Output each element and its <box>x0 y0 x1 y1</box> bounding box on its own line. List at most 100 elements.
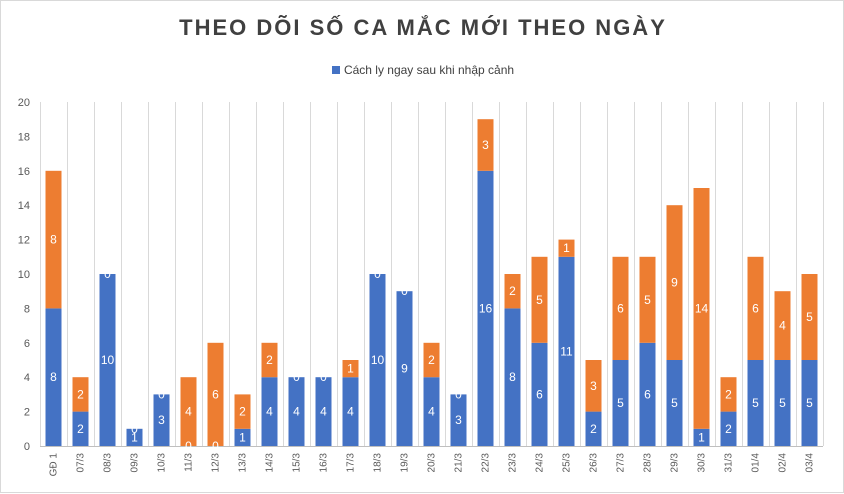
y-tick-label: 2 <box>24 407 30 419</box>
bar-segment-blue <box>126 428 143 446</box>
y-tick-label: 18 <box>18 131 30 143</box>
data-label: 5 <box>752 396 759 410</box>
bar-segment-orange <box>342 360 359 378</box>
data-label: 6 <box>752 301 759 315</box>
data-label: 2 <box>77 422 84 436</box>
bar-segment-orange <box>666 205 683 360</box>
data-label: 10 <box>101 353 115 367</box>
bar-segment-orange <box>234 394 251 429</box>
y-tick-label: 0 <box>24 441 30 453</box>
x-tick-label: 13/3 <box>238 453 249 473</box>
bar-segment-blue <box>234 428 251 446</box>
bar-segment-blue <box>504 308 521 446</box>
bar-segment-blue <box>774 360 791 446</box>
x-tick-label: 16/3 <box>319 453 330 473</box>
y-tick-label: 4 <box>24 372 30 384</box>
bar-segment-orange <box>180 377 197 446</box>
data-label: 0 <box>131 422 138 436</box>
data-label: 0 <box>104 267 111 281</box>
y-tick-label: 14 <box>18 200 30 212</box>
bar-segment-orange <box>477 119 494 171</box>
data-label: 3 <box>482 138 489 152</box>
x-tick-label: 18/3 <box>373 453 384 473</box>
x-tick-label: 31/3 <box>724 453 735 473</box>
x-tick-label: 11/3 <box>184 453 195 472</box>
data-label: 8 <box>50 370 57 384</box>
data-label: 3 <box>158 413 165 427</box>
data-label: 0 <box>455 387 462 401</box>
data-label: 6 <box>536 387 543 401</box>
bar-segment-orange <box>423 342 440 378</box>
bar-segment-orange <box>72 377 89 412</box>
data-label: 4 <box>293 405 300 419</box>
data-label: 0 <box>320 370 327 384</box>
data-label: 11 <box>560 344 573 358</box>
bar-segment-orange <box>720 377 737 412</box>
x-tick-label: 26/3 <box>589 453 600 473</box>
bar-segment-orange <box>747 256 764 360</box>
data-label: 1 <box>347 362 354 376</box>
bar-segment-orange <box>801 274 818 360</box>
bar-segment-blue <box>342 377 359 446</box>
data-label: 5 <box>536 293 543 307</box>
bar-segment-blue <box>477 170 494 447</box>
data-label: 1 <box>131 430 138 444</box>
data-label: 5 <box>806 310 813 324</box>
bar-segment-orange <box>207 342 224 446</box>
x-tick-label: 27/3 <box>616 453 627 473</box>
x-tick-label: 25/3 <box>562 453 573 473</box>
data-label: 0 <box>212 439 219 453</box>
data-label: 2 <box>77 387 84 401</box>
x-tick-label: 19/3 <box>400 453 411 473</box>
bar-segment-orange <box>531 256 548 343</box>
x-tick-label: 14/3 <box>265 453 276 473</box>
bar-segment-orange <box>558 239 575 257</box>
x-tick-label: 29/3 <box>670 453 681 473</box>
bar-segment-orange <box>693 188 710 429</box>
x-tick-label: 12/3 <box>211 453 222 473</box>
x-tick-label: 17/3 <box>346 453 357 473</box>
bar-segment-blue <box>747 360 764 446</box>
data-label: 6 <box>212 387 219 401</box>
x-tick-label: 30/3 <box>697 453 708 473</box>
data-label: 3 <box>455 413 462 427</box>
data-label: 1 <box>563 241 570 255</box>
data-label: 2 <box>266 353 273 367</box>
data-label: 2 <box>239 405 246 419</box>
data-label: 4 <box>428 405 435 419</box>
bar-segment-blue <box>450 394 467 446</box>
x-tick-label: 23/3 <box>508 453 519 473</box>
data-label: 8 <box>509 370 516 384</box>
x-tick-label: 07/3 <box>76 453 87 473</box>
y-tick-label: 8 <box>24 303 30 315</box>
bar-segment-blue <box>531 342 548 446</box>
bar-segment-blue <box>558 256 575 446</box>
x-tick-label: 21/3 <box>454 453 465 473</box>
x-tick-label: 24/3 <box>535 453 546 473</box>
x-tick-label: 28/3 <box>643 453 654 473</box>
data-label: 2 <box>725 387 732 401</box>
bar-segment-orange <box>504 274 521 309</box>
bar-segment-orange <box>639 256 656 343</box>
x-tick-label: 03/4 <box>805 453 816 473</box>
bar-segment-blue <box>99 274 116 446</box>
data-label: 16 <box>479 301 493 315</box>
bar-segment-blue <box>612 360 629 446</box>
bar-segment-orange <box>261 342 278 378</box>
x-tick-label: 02/4 <box>778 453 789 473</box>
data-label: 2 <box>590 422 597 436</box>
x-tick-label: 09/3 <box>130 453 141 473</box>
data-label: 6 <box>644 387 651 401</box>
x-tick-label: GĐ 1 <box>49 453 60 477</box>
data-label: 5 <box>617 396 624 410</box>
data-label: 9 <box>401 362 408 376</box>
x-tick-label: 20/3 <box>427 453 438 473</box>
data-label: 2 <box>428 353 435 367</box>
bar-segment-blue <box>288 377 305 446</box>
bar-segment-orange <box>585 360 602 412</box>
data-label: 8 <box>50 233 57 247</box>
legend-label: Cách ly ngay sau khi nhập cảnh <box>343 63 515 77</box>
y-tick-label: 12 <box>18 235 30 247</box>
data-label: 2 <box>725 422 732 436</box>
